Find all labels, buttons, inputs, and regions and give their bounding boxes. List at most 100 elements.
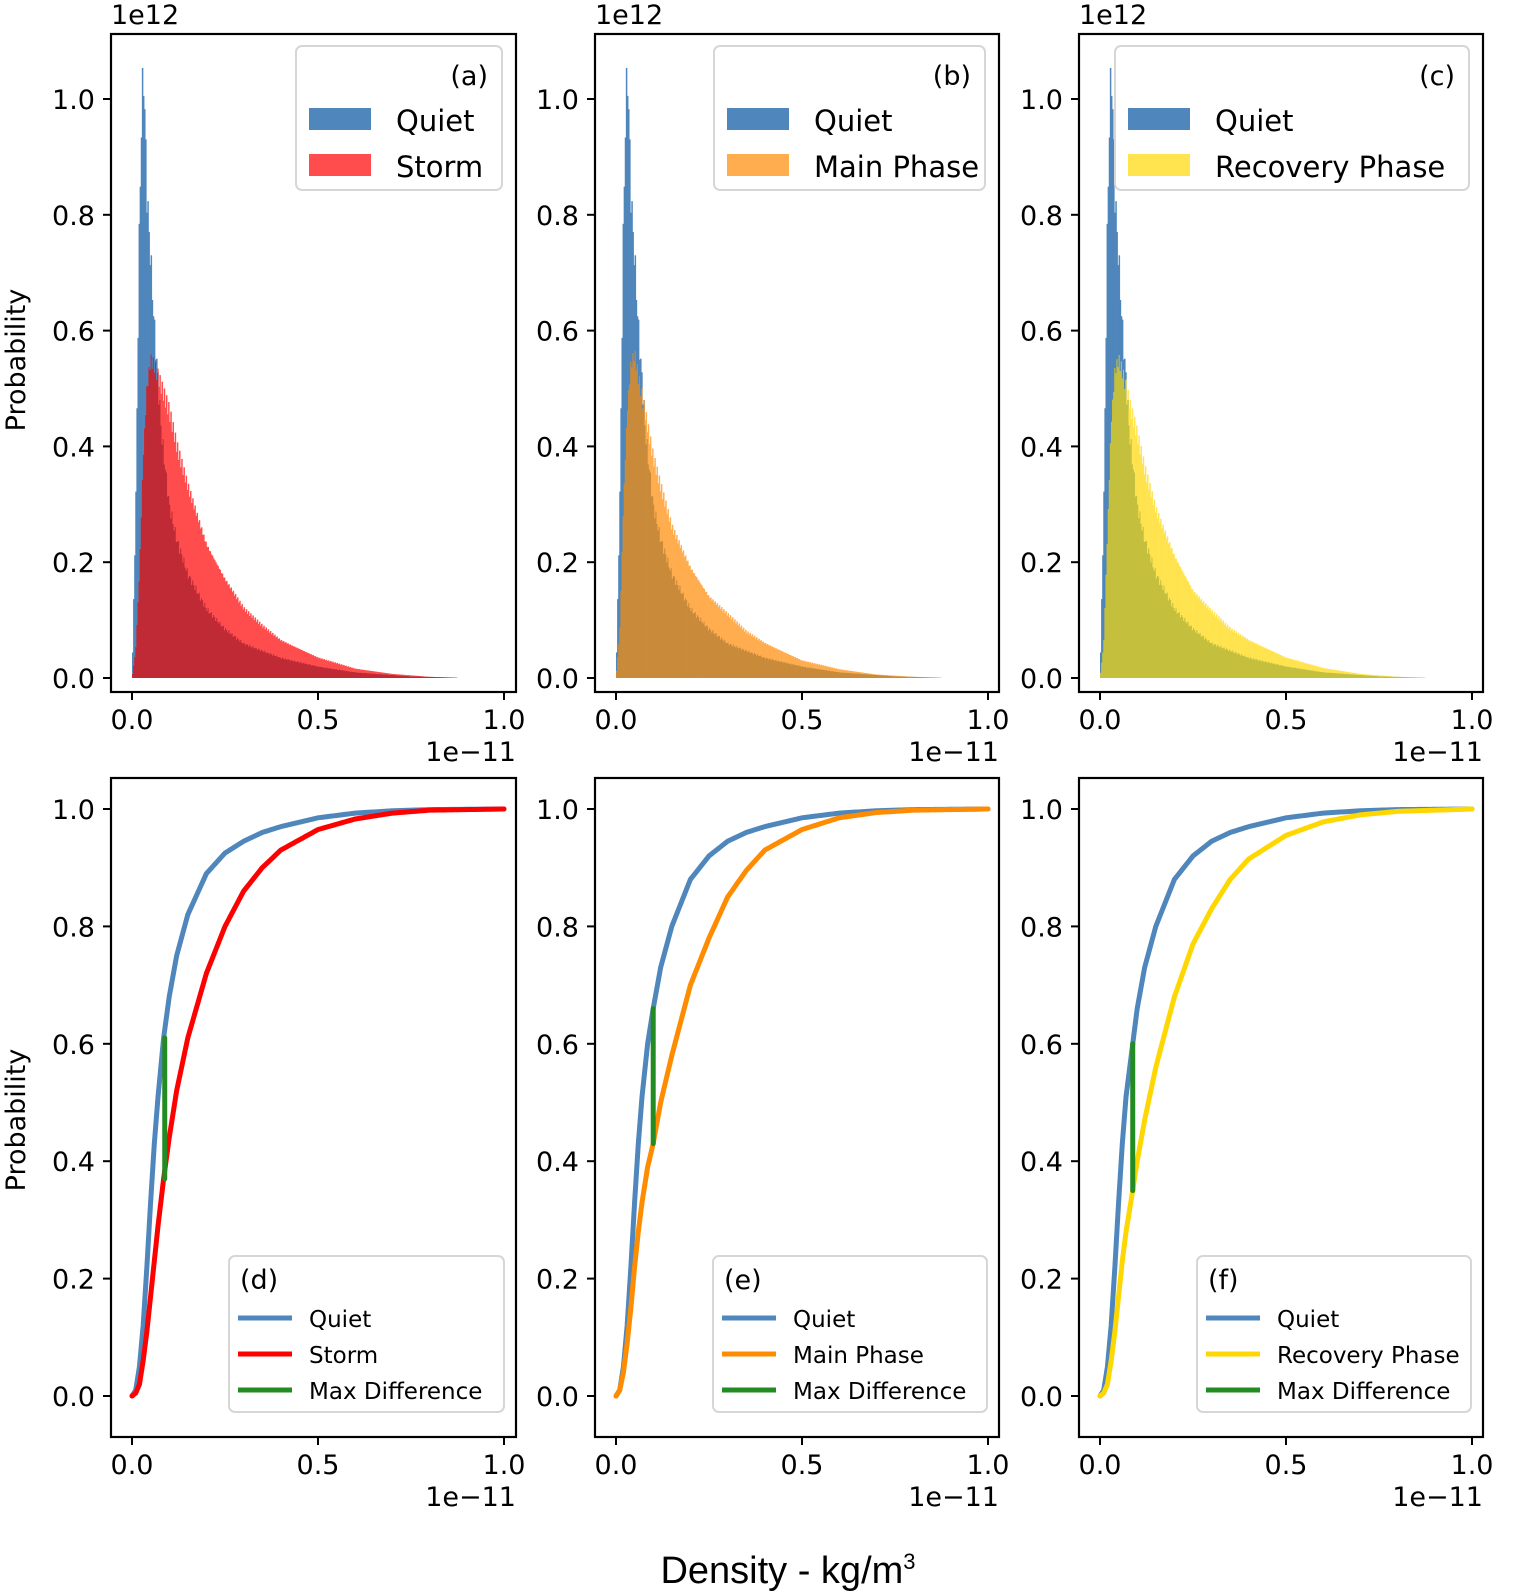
hist-bar-event [365,670,367,674]
hist-bar-overlap [163,464,166,678]
hist-bar-overlap [1307,670,1310,678]
hist-bar-event [255,622,258,648]
hist-bar-overlap [668,567,671,678]
hist-bar-overlap [144,428,146,678]
hist-bar-overlap [1241,654,1243,678]
hist-bar-event [187,483,190,579]
hist-bar-event [171,432,173,512]
x-tick-label: 0.0 [595,1450,638,1481]
hist-bar-event [789,655,792,664]
hist-bar-event [319,657,321,667]
hist-bar-overlap [1175,607,1177,678]
hist-bar-overlap [172,523,174,678]
hist-bar-event [671,524,674,579]
hist-bar-overlap [764,658,767,678]
hist-bar-overlap [296,661,298,678]
hist-bar-event [768,645,770,660]
hist-bar-event [1310,665,1312,670]
hist-bar-event [1375,675,1378,676]
hist-bar-overlap [1191,630,1194,678]
hist-bar-event [1347,671,1349,675]
hist-bar-event [880,674,883,676]
hist-bar-overlap [1240,655,1242,678]
legend-swatch [727,108,789,130]
hist-bar-event [750,635,753,653]
hist-bar-overlap [1337,673,1339,678]
hist-bar-event [318,658,320,667]
hist-bar-event [739,627,742,648]
hist-bar-overlap [858,673,861,678]
hist-bar-overlap [802,666,804,678]
hist-bar-event [216,564,218,618]
hist-bar-event [235,599,238,640]
hist-bar-event [784,652,786,663]
hist-bar-overlap [1414,677,1416,678]
hist-bar-event [850,671,852,673]
hist-bar-overlap [618,644,620,678]
hist-bar-overlap [819,669,821,678]
hist-bar-overlap [1116,359,1118,678]
hist-bar-overlap [1180,614,1183,678]
hist-bar-overlap [905,676,908,678]
hist-bar-event [1191,589,1194,631]
hist-bar-event [857,671,860,674]
y-tick-label: 0.6 [1020,317,1063,348]
hist-bar-overlap [1271,663,1274,678]
hist-bar-event [1165,538,1168,594]
legend-label: Quiet [814,104,892,138]
hist-bar-overlap [687,606,689,678]
hist-bar-overlap [1190,625,1193,678]
panel-label: (c) [1419,61,1455,92]
hist-bar-overlap [1100,672,1102,678]
hist-bar-overlap [1228,650,1230,678]
hist-bar-overlap [1126,404,1128,678]
y-tick-label: 0.0 [1020,664,1063,695]
hist-bar-event [1219,620,1221,648]
hist-bar-overlap [182,562,184,678]
hist-bar-overlap [1152,567,1155,678]
hist-bar-event [414,675,416,677]
hist-bar-overlap [731,646,734,678]
hist-bar-event [403,674,405,676]
hist-bar-overlap [616,671,618,678]
hist-bar-overlap [1399,676,1402,678]
hist-bar-event [176,442,179,542]
hist-bar-overlap [1315,670,1318,678]
hist-bar-event [1225,626,1228,649]
hist-bar-overlap [245,643,248,678]
hist-bar-overlap [181,554,183,678]
hist-bar-overlap [411,676,413,678]
hist-bar-quiet [139,186,142,549]
hist-bar-event [844,670,847,673]
hist-bar-overlap [272,655,274,678]
hist-bar-overlap [839,672,841,678]
hist-bar-overlap [880,675,883,678]
hist-bar-overlap [1339,673,1342,678]
hist-bar-overlap [916,676,919,678]
hist-bar-quiet [638,359,641,377]
hist-bar-overlap [266,652,269,678]
hist-bar-quiet [625,67,628,429]
hist-bar-event [161,381,164,445]
hist-bar-overlap [847,673,850,678]
hist-bar-event [1281,656,1284,667]
hist-bar-overlap [361,672,364,678]
hist-bar-event [1313,665,1315,671]
hist-bar-overlap [1150,562,1152,678]
hist-bar-overlap [874,674,876,678]
hist-bar-overlap [1122,369,1125,678]
hist-bar-overlap [1159,584,1161,678]
y-tick-label: 0.8 [536,912,579,943]
hist-bar-event [1214,616,1217,645]
hist-bar-overlap [1205,637,1207,678]
hist-bar-quiet [623,186,626,484]
hist-bar-event [351,667,354,672]
hist-bar-event [751,634,754,653]
hist-bar-overlap [1226,649,1229,678]
hist-bar-event [1145,482,1148,542]
hist-bar-event [361,669,364,673]
hist-bar-overlap [154,361,157,678]
hist-bar-overlap [1102,652,1104,678]
hist-bar-overlap [811,668,814,678]
hist-bar-overlap [859,673,862,678]
